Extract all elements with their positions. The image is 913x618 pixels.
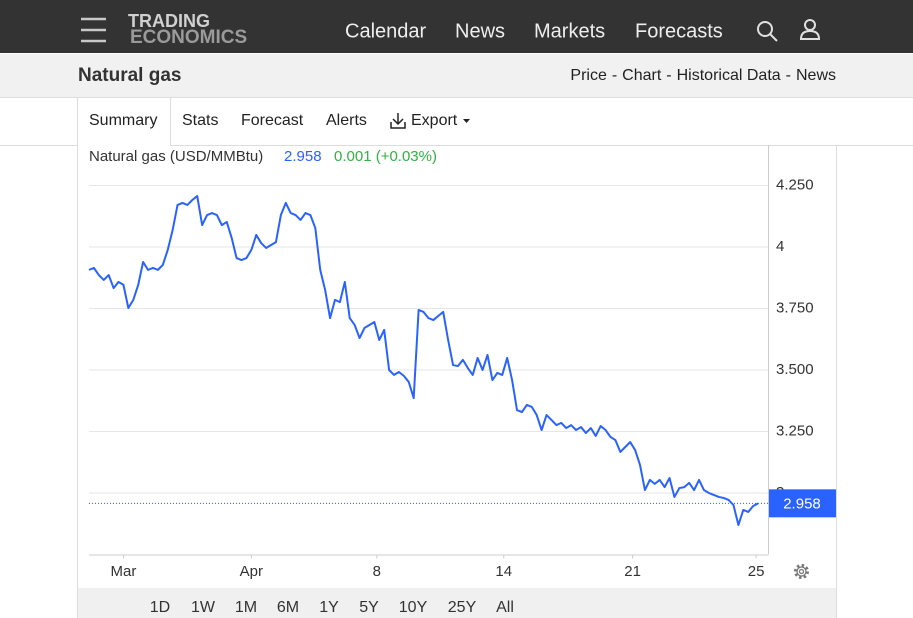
sub-bar — [0, 54, 913, 97]
link[interactable]: Chart — [622, 67, 662, 84]
range-button[interactable]: 5Y — [359, 599, 379, 616]
separator: - — [666, 67, 671, 84]
menu-button[interactable] — [81, 17, 106, 43]
price-tag — [769, 489, 836, 518]
range-button[interactable]: 1M — [235, 599, 257, 616]
search-icon[interactable] — [757, 21, 778, 42]
range-button[interactable]: 10Y — [399, 599, 428, 616]
range-button[interactable]: 25Y — [448, 599, 477, 616]
range-button[interactable]: 1W — [191, 599, 216, 616]
logo[interactable]: TRADING — [128, 11, 210, 31]
y-tick-label: 3.500 — [776, 361, 814, 378]
menu-item[interactable]: Calendar — [345, 20, 427, 42]
link[interactable]: News — [796, 67, 836, 84]
range-button[interactable]: All — [496, 599, 514, 616]
nav-bar — [0, 0, 913, 53]
user-icon[interactable] — [799, 19, 821, 40]
range-button[interactable]: 6M — [277, 599, 299, 616]
x-tick-label: Apr — [240, 563, 263, 580]
tab[interactable]: Summary — [89, 112, 157, 129]
caret — [463, 119, 470, 123]
menu-item[interactable]: News — [455, 20, 505, 42]
tab[interactable]: Export — [411, 112, 458, 129]
separator: - — [786, 67, 791, 84]
chart-title: Natural gas (USD/MMBtu) — [89, 148, 263, 165]
y-tick-label: 4.250 — [776, 176, 814, 193]
range-bar — [78, 588, 836, 618]
tab[interactable]: Stats — [182, 112, 218, 129]
price-line — [88, 195, 759, 526]
x-tick-label: 21 — [624, 563, 641, 580]
range-button[interactable]: 1Y — [319, 599, 339, 616]
change: 0.001 (+0.03%) — [334, 148, 437, 165]
y-tick-label: 4 — [776, 238, 784, 255]
tab[interactable]: Alerts — [326, 112, 367, 129]
page-title: Natural gas — [78, 65, 181, 86]
y-tick-label: 3.750 — [776, 299, 814, 316]
separator: - — [612, 67, 617, 84]
x-tick-label: 8 — [373, 563, 381, 580]
last-value: 2.958 — [284, 148, 322, 165]
links: Price - Chart - Historical Data - News — [570, 67, 836, 84]
range-buttons: 1D 1W 1M 6M 1Y 5Y 10Y 25Y All — [150, 599, 514, 616]
price-tag-label: 2.958 — [783, 495, 821, 512]
menu-item[interactable]: Markets — [534, 20, 605, 42]
x-tick-label: 14 — [495, 563, 512, 580]
menu-item[interactable]: Forecasts — [635, 20, 723, 42]
tab[interactable]: Forecast — [241, 112, 304, 129]
settings-icon[interactable] — [794, 564, 809, 579]
range-button[interactable]: 1D — [150, 599, 170, 616]
download-icon[interactable] — [390, 113, 406, 129]
link[interactable]: Historical Data — [677, 67, 781, 84]
logo[interactable]: ECONOMICS — [130, 27, 247, 48]
y-tick-label: 3.250 — [776, 422, 814, 439]
x-tick-label: Mar — [111, 563, 137, 580]
link[interactable]: Price — [570, 67, 607, 84]
x-tick-label: 25 — [748, 563, 765, 580]
